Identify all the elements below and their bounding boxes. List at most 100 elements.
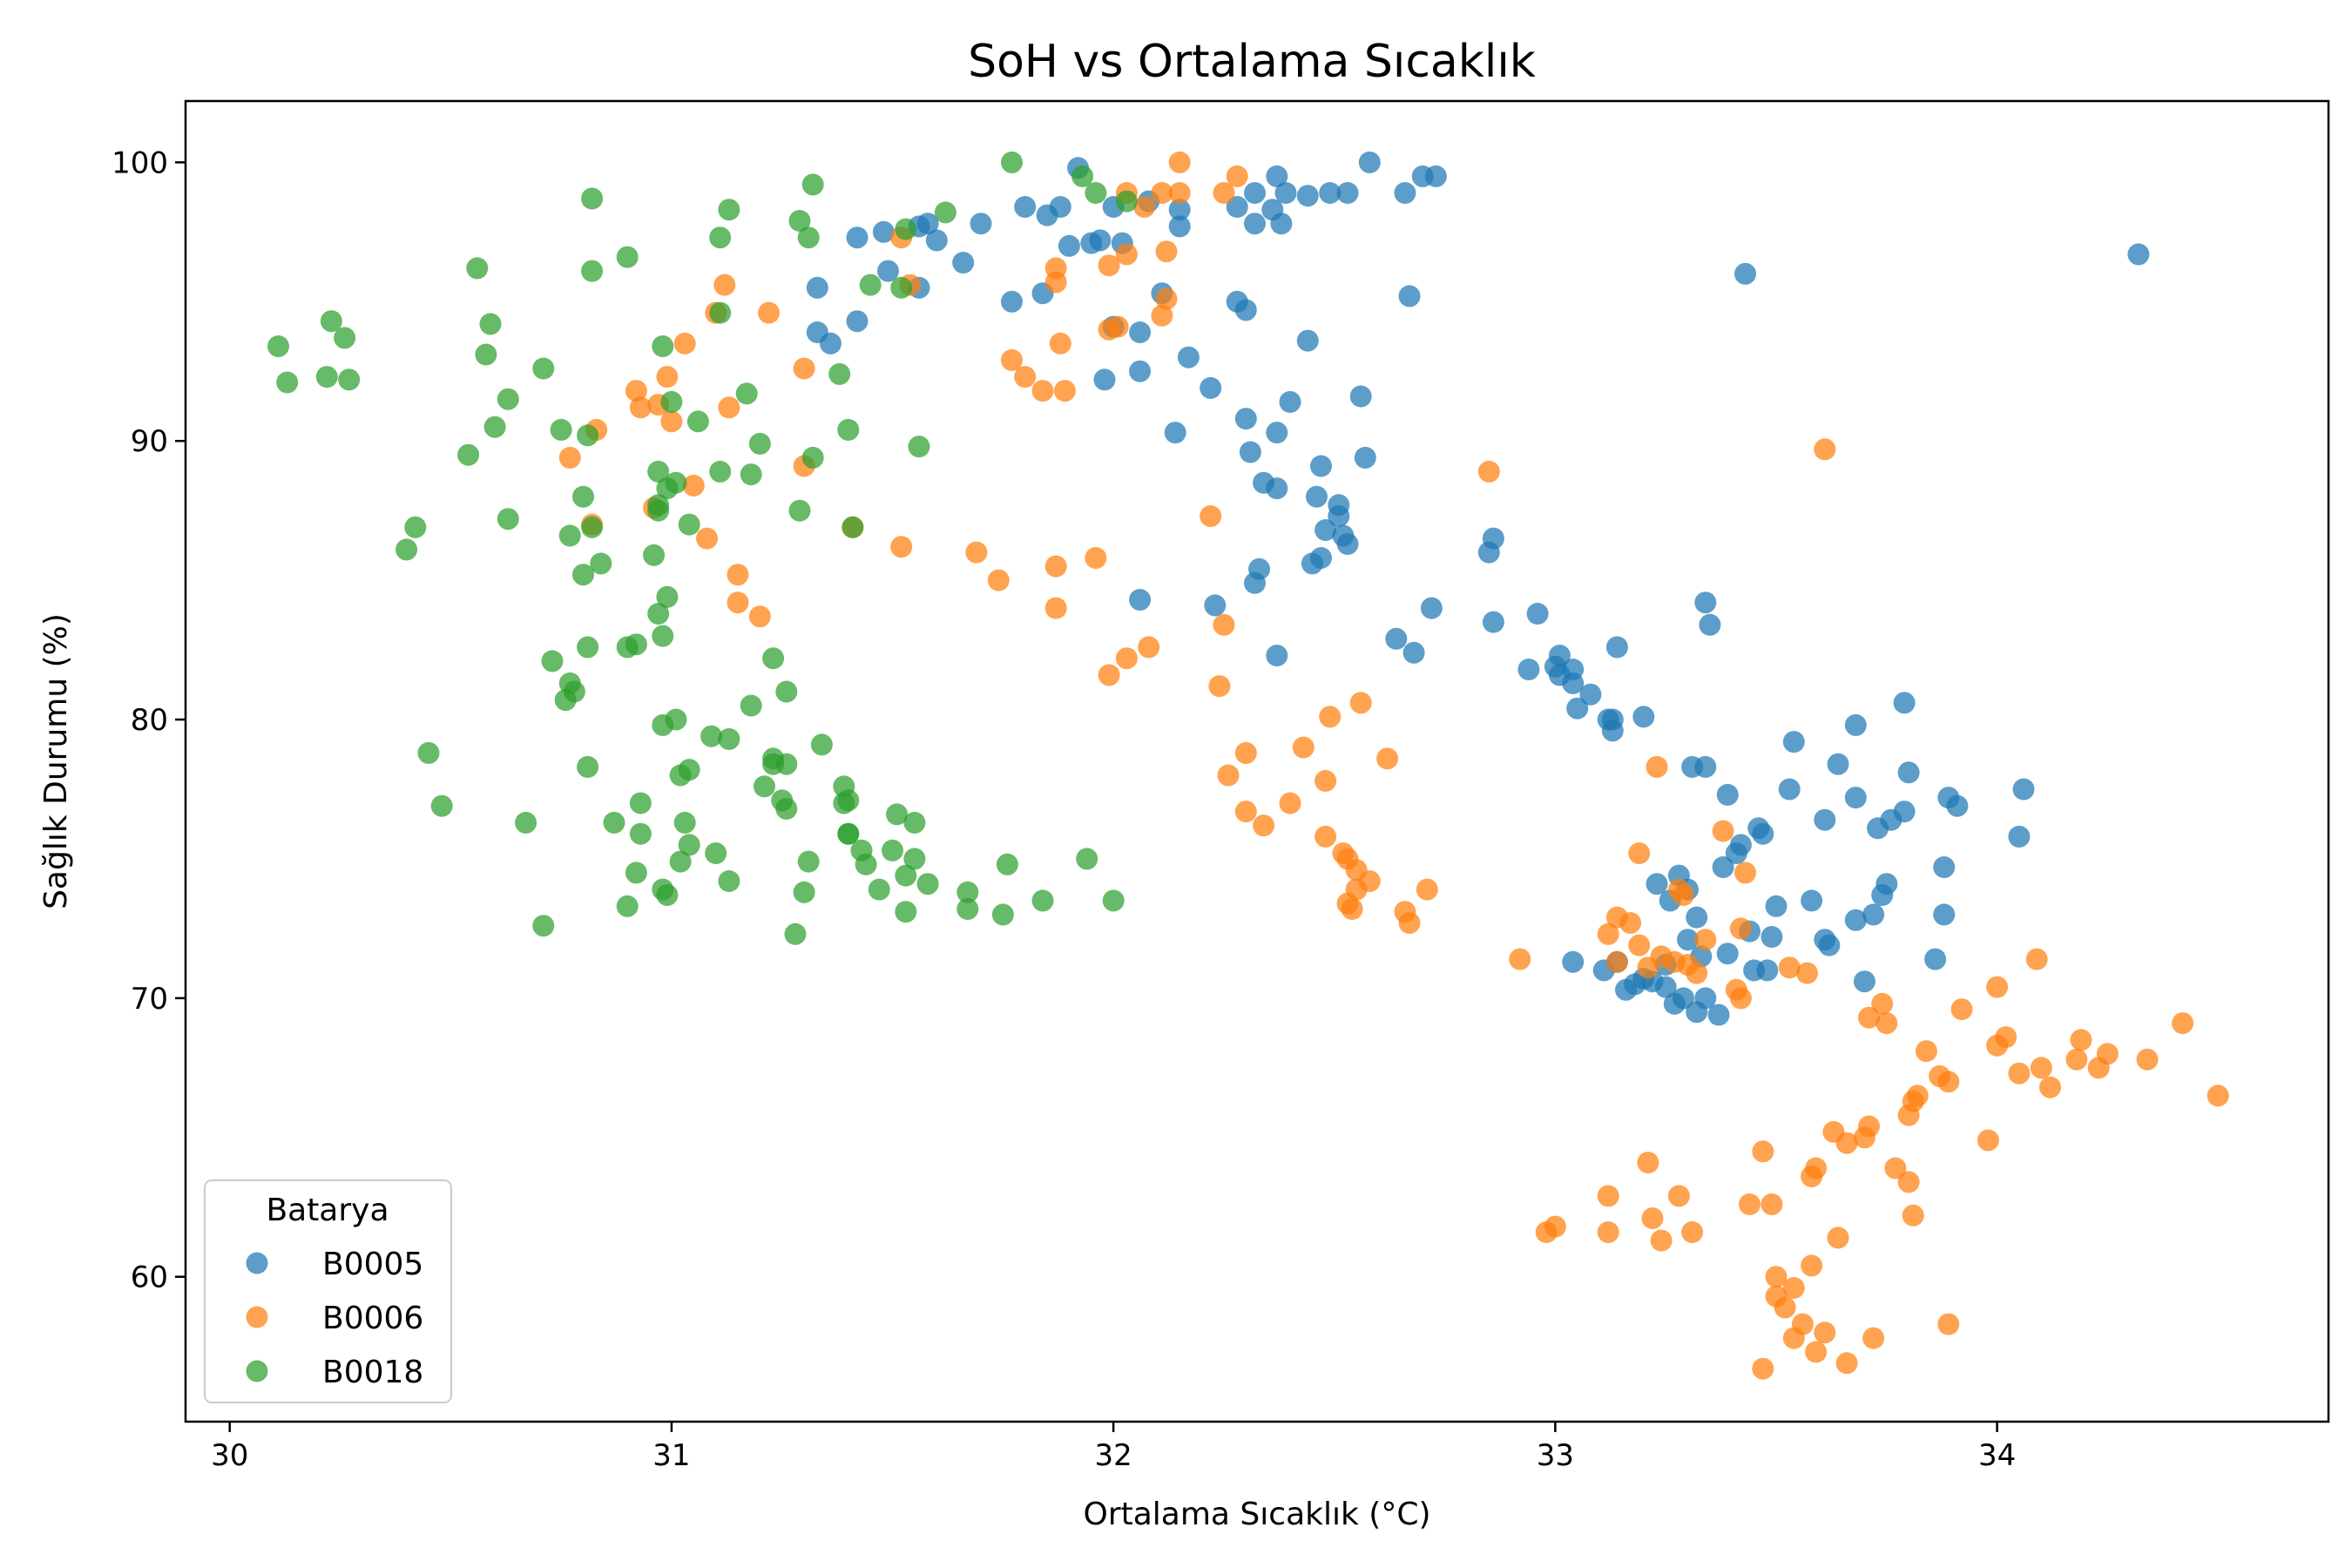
point-b0018-52: [788, 499, 811, 522]
point-b0006-8: [1098, 254, 1120, 277]
point-b0006-83: [1628, 934, 1651, 956]
point-b0018-95: [430, 794, 453, 817]
point-b0006-75: [1341, 898, 1363, 920]
point-b0006-25: [758, 301, 780, 324]
point-b0018-29: [735, 382, 758, 405]
point-b0006-54: [1115, 647, 1138, 670]
point-b0005-48: [1164, 422, 1186, 444]
point-b0018-72: [740, 694, 762, 717]
point-b0005-94: [1632, 706, 1655, 728]
x-tick-label: 31: [652, 1438, 690, 1473]
x-axis: 30 31 32 33 34: [211, 1422, 2016, 1473]
point-b0005-57: [1266, 477, 1288, 500]
point-b0005-59: [1349, 385, 1372, 408]
point-b0006-47: [1044, 597, 1067, 619]
point-b0006-119: [2096, 1043, 2119, 1065]
point-b0005-47: [1200, 376, 1222, 399]
point-b0006-49: [727, 591, 749, 614]
point-b0018-8: [788, 210, 811, 232]
point-b0005-8: [1226, 196, 1248, 218]
point-b0006-162: [1650, 945, 1673, 968]
point-b0018-108: [797, 850, 820, 873]
point-b0005-34: [806, 276, 828, 299]
point-b0005-156: [1933, 903, 1956, 926]
point-b0018-53: [841, 516, 864, 538]
point-b0006-32: [629, 396, 652, 419]
point-b0005-30: [872, 220, 895, 243]
point-b0005-2: [1058, 234, 1080, 257]
point-b0006-120: [2136, 1048, 2159, 1071]
point-b0006-96: [1729, 987, 1752, 1010]
point-b0006-139: [1667, 1185, 1690, 1207]
point-b0018-3: [1115, 190, 1138, 213]
point-b0005-13: [1266, 165, 1288, 187]
point-b0006-158: [1862, 1327, 1885, 1349]
point-b0005-46: [1177, 346, 1200, 368]
point-b0006-93: [1734, 862, 1756, 884]
point-b0005-84: [1548, 645, 1571, 666]
y-axis: 60 70 80 90 100: [112, 145, 186, 1295]
point-b0005-51: [1296, 329, 1319, 352]
point-b0006-43: [965, 541, 988, 564]
point-b0006-79: [1509, 948, 1531, 970]
point-b0018-124: [1076, 848, 1098, 870]
point-b0005-61: [1306, 485, 1328, 508]
point-b0018-51: [678, 513, 700, 536]
point-b0018-23: [475, 343, 497, 366]
point-b0006-157: [1835, 1352, 1858, 1375]
point-b0018-96: [629, 792, 652, 814]
point-b0006-67: [1253, 814, 1275, 837]
point-b0006-16: [1049, 332, 1071, 355]
point-b0005-103: [1827, 753, 1849, 775]
point-b0006-146: [1827, 1227, 1849, 1249]
point-b0006-46: [1085, 547, 1107, 569]
point-b0005-32: [877, 260, 899, 282]
point-b0018-75: [700, 725, 723, 747]
point-b0006-59: [1319, 706, 1342, 728]
point-b0006-160: [1667, 878, 1690, 901]
point-b0006-60: [1292, 736, 1315, 759]
point-b0006-64: [1376, 747, 1399, 770]
point-b0005-109: [1893, 801, 1916, 823]
point-b0005-70: [1244, 571, 1266, 594]
point-b0018-114: [793, 881, 815, 903]
point-b0018-100: [705, 842, 727, 864]
point-b0005-93: [1605, 636, 1628, 659]
point-b0018-49: [497, 508, 519, 531]
point-b0006-100: [1858, 1006, 1880, 1029]
y-tick-label: 100: [112, 145, 168, 180]
point-b0018-67: [762, 647, 785, 670]
point-b0006-151: [1774, 1296, 1796, 1319]
point-b0006-91: [1694, 929, 1717, 951]
point-b0006-94: [1729, 917, 1752, 940]
point-b0005-73: [1266, 645, 1288, 666]
point-b0005-111: [1893, 692, 1916, 714]
point-b0006-4: [1213, 182, 1235, 204]
point-b0018-22: [652, 335, 674, 357]
point-b0006-33: [718, 396, 740, 419]
point-b0018-43: [709, 460, 732, 483]
point-b0005-27: [1014, 196, 1037, 218]
point-b0005-157: [1924, 948, 1947, 970]
point-b0018-121: [991, 903, 1014, 926]
point-b0018-117: [916, 873, 939, 896]
point-b0018-97: [603, 811, 625, 834]
point-b0006-29: [625, 380, 647, 402]
point-b0018-127: [784, 923, 807, 945]
point-b0005-87: [1562, 659, 1585, 680]
point-b0005-66: [1336, 533, 1359, 555]
point-b0006-68: [1315, 825, 1337, 848]
point-b0018-37: [457, 443, 480, 466]
point-b0005-52: [1234, 408, 1257, 430]
point-b0018-105: [855, 853, 877, 875]
point-b0005-129: [1725, 842, 1747, 864]
legend-label-b0006: B0006: [322, 1301, 423, 1336]
point-b0006-154: [1782, 1327, 1805, 1349]
point-b0018-48: [647, 499, 670, 522]
point-b0006-65: [1279, 792, 1301, 814]
point-b0006-53: [1138, 636, 1160, 659]
point-b0005-80: [1482, 611, 1504, 633]
point-b0006-98: [1796, 962, 1818, 984]
point-b0006-13: [1151, 304, 1173, 327]
point-b0005-116: [1933, 856, 1956, 878]
